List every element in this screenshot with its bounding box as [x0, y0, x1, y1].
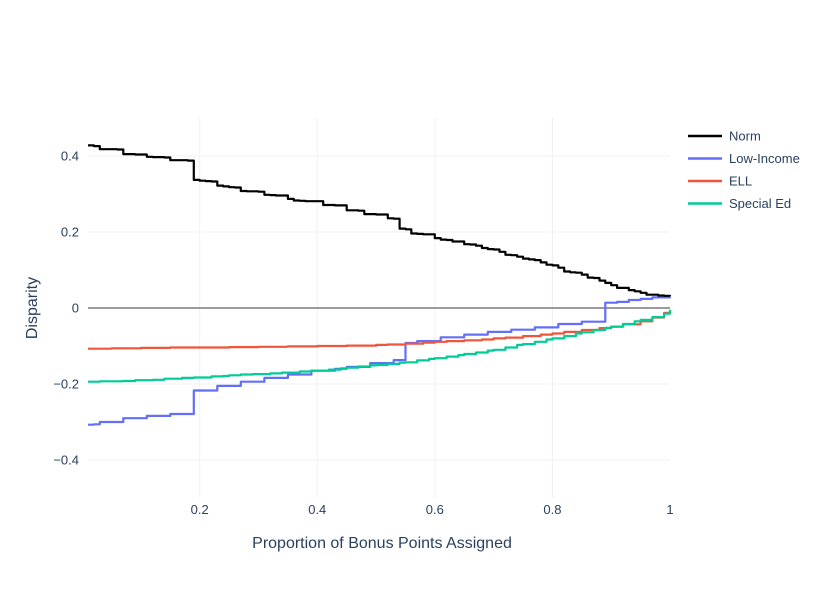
series-line-norm: [88, 144, 672, 297]
series-line-low-income: [88, 296, 672, 426]
legend-label: Norm: [729, 129, 761, 144]
grid-lines: [88, 118, 670, 498]
x-tick-label: 0.6: [426, 502, 444, 517]
legend[interactable]: Norm Low-Income ELL Special Ed: [688, 129, 800, 212]
x-tick-label: 1: [666, 502, 673, 517]
legend-item-ell[interactable]: ELL: [688, 174, 752, 189]
legend-label: Low-Income: [729, 151, 800, 166]
y-tick-label: −0.4: [53, 453, 79, 468]
legend-label: Special Ed: [729, 196, 791, 211]
legend-item-special-ed[interactable]: Special Ed: [688, 196, 791, 211]
y-tick-label: 0.4: [61, 149, 79, 164]
legend-label: ELL: [729, 174, 752, 189]
legend-item-low-income[interactable]: Low-Income: [688, 151, 800, 166]
x-axis-title: Proportion of Bonus Points Assigned: [252, 535, 512, 552]
y-tick-label: 0.2: [61, 225, 79, 240]
x-tick-label: 0.4: [308, 502, 326, 517]
x-axis-ticks: 0.2 0.4 0.6 0.8 1: [191, 502, 674, 517]
series-lines: [88, 144, 672, 426]
x-tick-label: 0.2: [191, 502, 209, 517]
y-axis-title: Disparity: [24, 277, 41, 339]
legend-item-norm[interactable]: Norm: [688, 129, 761, 144]
y-tick-label: 0: [72, 301, 79, 316]
y-axis-ticks: −0.4 −0.2 0 0.2 0.4: [53, 149, 79, 468]
y-tick-label: −0.2: [53, 377, 79, 392]
series-line-special-ed: [88, 309, 672, 383]
x-tick-label: 0.8: [543, 502, 561, 517]
